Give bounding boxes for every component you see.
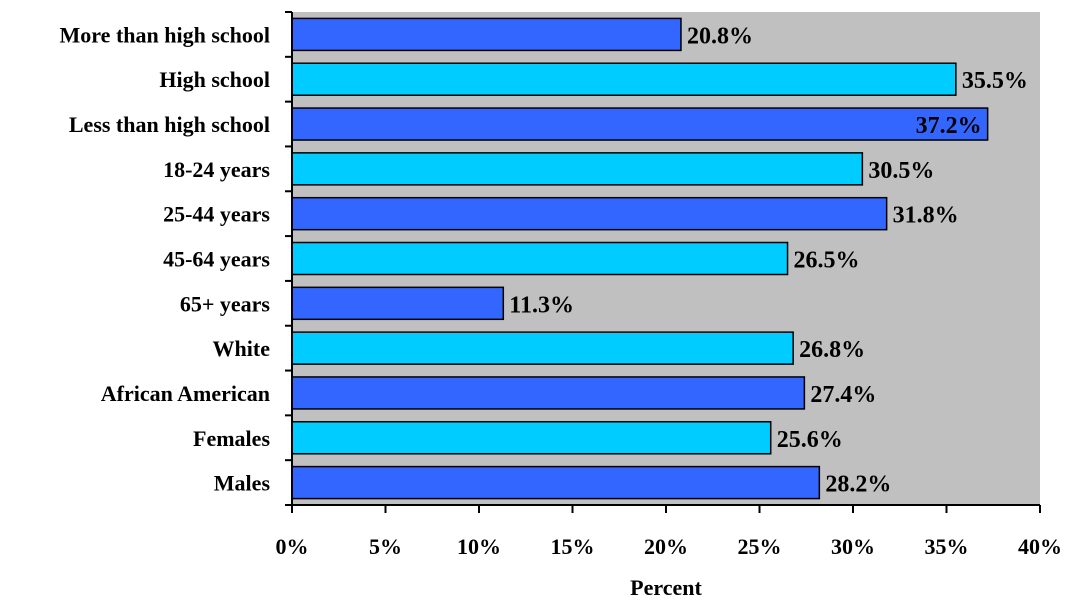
x-tick-label: 0% xyxy=(276,534,309,559)
bar xyxy=(291,241,789,276)
value-label: 11.3% xyxy=(509,292,574,318)
bar xyxy=(291,331,794,365)
value-label: 31.8% xyxy=(893,203,959,229)
x-axis-ticks: 0% 5% 10% 15% 20% 25% 30% 35% 40% xyxy=(276,505,1062,559)
category-label: 65+ years xyxy=(180,291,271,316)
value-label: 27.4% xyxy=(810,382,876,408)
category-label: High school xyxy=(159,67,270,92)
value-label: 28.2% xyxy=(825,472,891,498)
category-label: More than high school xyxy=(60,22,270,47)
bar xyxy=(291,465,821,500)
bar xyxy=(291,17,682,52)
category-labels: More than high school High school Less tha… xyxy=(60,22,271,495)
x-tick-label: 30% xyxy=(831,534,875,559)
value-label: 37.2% xyxy=(916,113,982,139)
x-tick-label: 5% xyxy=(369,534,402,559)
value-labels: 20.8% 35.5% 37.2% 30.5% 31.8% 26.5% 11.3% 26.8%… xyxy=(509,23,1028,497)
bar xyxy=(291,196,888,231)
bar xyxy=(291,152,864,186)
category-label: 18-24 years xyxy=(163,157,270,182)
value-label: 26.5% xyxy=(794,248,860,274)
category-label: African American xyxy=(101,381,270,406)
category-label: Less than high school xyxy=(69,112,270,137)
category-label: White xyxy=(213,336,271,361)
bar xyxy=(291,376,806,410)
bar xyxy=(291,107,989,141)
x-tick-label: 25% xyxy=(738,534,782,559)
x-tick-label: 35% xyxy=(925,534,969,559)
x-tick-label: 20% xyxy=(644,534,688,559)
x-axis-label: Percent xyxy=(630,575,702,600)
value-label: 30.5% xyxy=(868,158,934,184)
bar xyxy=(291,286,505,321)
value-label: 25.6% xyxy=(777,427,843,453)
x-tick-label: 10% xyxy=(457,534,501,559)
value-label: 20.8% xyxy=(687,23,753,49)
bar xyxy=(291,421,772,455)
category-label: 25-44 years xyxy=(163,202,270,227)
category-label: Females xyxy=(193,426,270,451)
category-label: 45-64 years xyxy=(163,247,270,272)
x-tick-label: 15% xyxy=(551,534,595,559)
x-tick-label: 40% xyxy=(1018,534,1062,559)
bars-group xyxy=(291,17,989,500)
category-label: Males xyxy=(214,471,271,496)
y-axis-ticks xyxy=(285,11,292,506)
value-label: 26.8% xyxy=(799,337,865,363)
value-label: 35.5% xyxy=(962,68,1028,94)
bar xyxy=(291,62,957,96)
